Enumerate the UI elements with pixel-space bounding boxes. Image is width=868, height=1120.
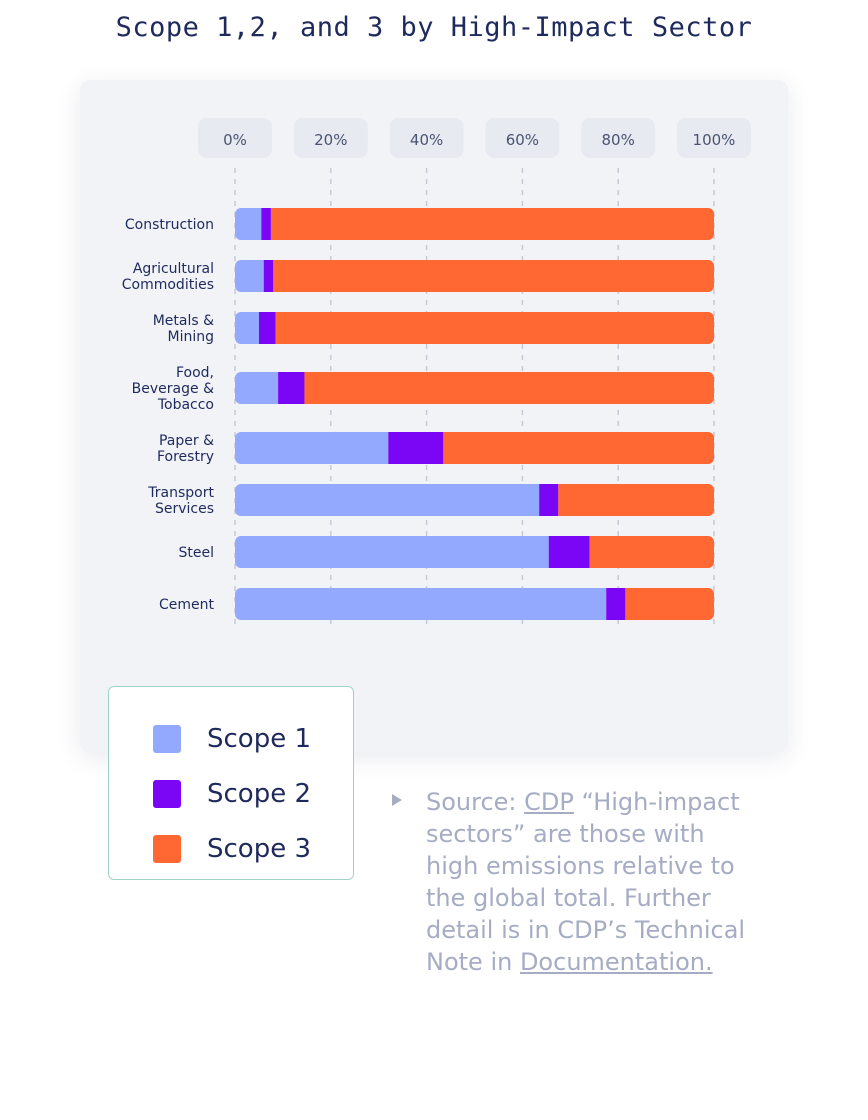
legend-swatch-scope-3 bbox=[153, 834, 181, 863]
legend-label-scope-2: Scope 2 bbox=[207, 778, 312, 809]
bar-construction-scope-3 bbox=[270, 208, 714, 240]
bar-agricultural-commodities-scope-1 bbox=[235, 260, 264, 292]
tick-label-3: 60% bbox=[506, 131, 539, 149]
bar-construction-scope-2 bbox=[261, 208, 271, 240]
tick-pill-4 bbox=[581, 118, 656, 158]
cdp-link[interactable]: CDP bbox=[524, 788, 574, 816]
bar-steel-scope-1 bbox=[235, 536, 549, 568]
note-body: “High-impact sectors” are those with hig… bbox=[426, 788, 746, 976]
tick-label-0: 0% bbox=[223, 131, 247, 149]
bar-food-beverage-tobacco-scope-3 bbox=[304, 372, 714, 404]
bar-transport-services-scope-1 bbox=[235, 484, 540, 516]
tick-pill-0 bbox=[198, 118, 272, 158]
legend-label-scope-3: Scope 3 bbox=[207, 833, 312, 864]
legend-swatch-scope-1 bbox=[153, 724, 181, 753]
category-label-3: Food, Beverage & Tobacco bbox=[132, 365, 214, 413]
bar-metals-mining-scope-1 bbox=[235, 312, 259, 344]
legend-item-scope-2: Scope 2 bbox=[153, 766, 353, 821]
bar-agricultural-commodities-scope-2 bbox=[263, 260, 274, 292]
bar-transport-services-scope-3 bbox=[558, 484, 714, 516]
chart-card: 0% 20% 40% 60% 80% 100% Construction Agricultur… bbox=[80, 80, 788, 752]
bar-transport-services-scope-2 bbox=[539, 484, 559, 516]
note-arrow-icon bbox=[392, 794, 402, 806]
tick-label-4: 80% bbox=[602, 131, 635, 149]
tick-pill-1 bbox=[293, 118, 368, 158]
legend-label-scope-1: Scope 1 bbox=[207, 723, 312, 754]
bar-steel-scope-2 bbox=[548, 536, 590, 568]
bar-paper-forestry-scope-1 bbox=[235, 432, 389, 464]
bar-cement-scope-2 bbox=[606, 588, 626, 620]
legend: Scope 1 Scope 2 Scope 3 bbox=[108, 686, 354, 880]
chart-title: Scope 1,2, and 3 by High-Impact Sector bbox=[115, 12, 753, 43]
bar-chart: 0% 20% 40% 60% 80% 100% Construction Agricultur… bbox=[122, 118, 751, 624]
bar-construction-scope-1 bbox=[235, 208, 262, 240]
legend-item-scope-3: Scope 3 bbox=[153, 821, 353, 876]
documentation-link[interactable]: Documentation. bbox=[519, 948, 713, 976]
tick-label-1: 20% bbox=[314, 131, 347, 149]
category-label-2: Metals & Mining bbox=[153, 313, 214, 345]
category-label-7: Cement bbox=[159, 597, 215, 613]
tick-pill-2 bbox=[389, 118, 464, 158]
bar-cement-scope-1 bbox=[235, 588, 607, 620]
category-label-1: Agricultural Commodities bbox=[122, 261, 214, 293]
tick-label-5: 100% bbox=[693, 131, 736, 149]
category-label-6: Steel bbox=[179, 545, 215, 561]
source-prefix: Source: bbox=[426, 788, 525, 816]
tick-pill-3 bbox=[485, 118, 560, 158]
tick-label-2: 40% bbox=[410, 131, 443, 149]
bar-steel-scope-3 bbox=[589, 536, 714, 568]
bar-agricultural-commodities-scope-3 bbox=[273, 260, 714, 292]
bar-cement-scope-3 bbox=[625, 588, 714, 620]
bar-paper-forestry-scope-3 bbox=[443, 432, 714, 464]
category-label-5: Transport Services bbox=[147, 485, 214, 517]
bar-metals-mining-scope-3 bbox=[275, 312, 714, 344]
bar-metals-mining-scope-2 bbox=[258, 312, 276, 344]
legend-item-scope-1: Scope 1 bbox=[153, 711, 353, 766]
bar-food-beverage-tobacco-scope-1 bbox=[235, 372, 279, 404]
legend-swatch-scope-2 bbox=[153, 779, 181, 808]
bar-paper-forestry-scope-2 bbox=[388, 432, 444, 464]
bar-food-beverage-tobacco-scope-2 bbox=[278, 372, 305, 404]
category-label-0: Construction bbox=[125, 217, 214, 233]
tick-pill-5 bbox=[677, 118, 751, 158]
category-label-4: Paper & Forestry bbox=[157, 433, 214, 465]
